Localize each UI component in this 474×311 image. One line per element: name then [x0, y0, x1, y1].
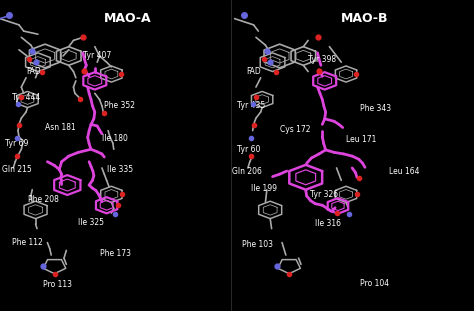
Text: Gln 206: Gln 206 [232, 167, 262, 175]
Text: Ile 325: Ile 325 [78, 218, 104, 227]
Text: Leu 164: Leu 164 [389, 167, 419, 175]
Text: Ile 180: Ile 180 [102, 134, 128, 143]
Text: Ile 316: Ile 316 [315, 220, 341, 228]
Text: Leu 171: Leu 171 [346, 136, 376, 144]
Text: FAD: FAD [246, 67, 261, 76]
Text: Tyr 60: Tyr 60 [237, 145, 260, 154]
Text: Phe 343: Phe 343 [360, 104, 392, 113]
Text: MAO-A: MAO-A [104, 12, 152, 25]
Text: Ile 199: Ile 199 [251, 184, 277, 193]
Text: Phe 112: Phe 112 [12, 238, 43, 247]
Text: Tyr 435: Tyr 435 [237, 101, 265, 110]
Text: Ile 335: Ile 335 [107, 165, 133, 174]
Text: Pro 113: Pro 113 [43, 280, 72, 289]
Text: Tyr 444: Tyr 444 [12, 94, 40, 102]
Text: Pro 104: Pro 104 [360, 279, 389, 288]
Text: FAD: FAD [26, 67, 41, 76]
Text: Tyr 69: Tyr 69 [5, 139, 28, 147]
Text: Tyr 326: Tyr 326 [310, 190, 338, 199]
Text: Phe 103: Phe 103 [242, 240, 273, 248]
Text: MAO-B: MAO-B [341, 12, 389, 25]
Text: Cys 172: Cys 172 [280, 125, 310, 133]
Text: Gln 215: Gln 215 [2, 165, 32, 174]
Text: Phe 352: Phe 352 [104, 101, 135, 110]
Text: Phe 208: Phe 208 [28, 195, 59, 203]
Text: Asn 181: Asn 181 [45, 123, 76, 132]
Text: Phe 173: Phe 173 [100, 249, 130, 258]
Text: Tyr 398: Tyr 398 [308, 55, 336, 63]
Text: Tyr 407: Tyr 407 [83, 52, 111, 60]
